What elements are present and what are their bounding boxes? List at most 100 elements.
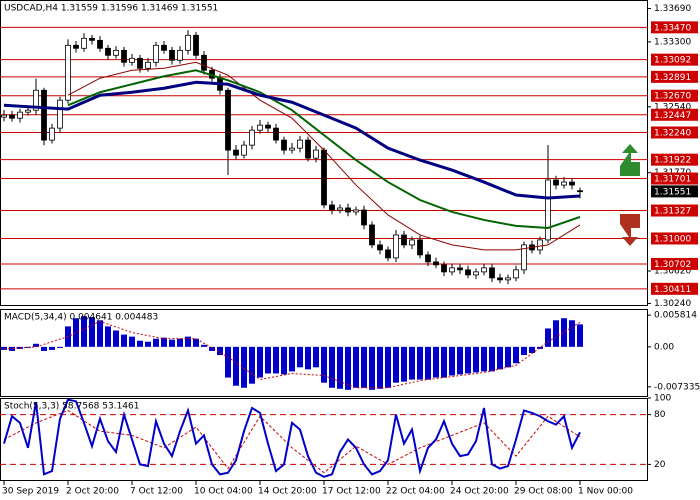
candle-body bbox=[257, 124, 263, 131]
candle-body bbox=[337, 207, 343, 211]
candle-body bbox=[433, 261, 439, 266]
candle-body bbox=[17, 111, 23, 119]
level-label: 1.32240 bbox=[654, 128, 691, 138]
candle-body bbox=[49, 127, 55, 141]
stoch-main bbox=[3, 398, 581, 478]
macd-bar bbox=[153, 338, 159, 347]
candle-body bbox=[561, 181, 567, 186]
macd-bar bbox=[185, 336, 191, 347]
candle-body bbox=[249, 129, 255, 146]
candle-body bbox=[513, 269, 519, 279]
candle-body bbox=[369, 224, 375, 246]
macd-bar bbox=[1, 346, 7, 350]
macd-bar bbox=[545, 328, 551, 347]
level-label-box bbox=[651, 153, 698, 166]
price-label: 1.31551 bbox=[654, 187, 691, 197]
panel-title: USDCAD,H4 1.31559 1.31596 1.31469 1.3155… bbox=[4, 4, 218, 14]
candle-body bbox=[329, 204, 335, 211]
macd-bar bbox=[233, 346, 239, 386]
level-label-box bbox=[651, 126, 698, 139]
moving-average bbox=[3, 80, 581, 200]
candle-body bbox=[409, 239, 415, 246]
macd-bar bbox=[329, 346, 335, 388]
x-tick-label: 7 Oct 12:00 bbox=[130, 487, 183, 497]
candle-body bbox=[441, 264, 447, 273]
candle-body bbox=[129, 57, 135, 63]
stoch-signal bbox=[3, 409, 581, 474]
candle-body bbox=[177, 49, 183, 61]
down-arrow bbox=[620, 214, 640, 246]
macd-bar bbox=[177, 338, 183, 347]
macd-bar bbox=[425, 346, 431, 380]
macd-bar bbox=[161, 337, 167, 347]
macd-bar bbox=[497, 346, 503, 370]
candle-body bbox=[193, 34, 199, 56]
macd-bar bbox=[521, 346, 527, 356]
macd-bar bbox=[289, 346, 295, 372]
macd-bar bbox=[401, 346, 407, 382]
macd-bar bbox=[97, 320, 103, 347]
candle-body bbox=[169, 49, 175, 61]
candle-body bbox=[145, 61, 151, 69]
macd-bar bbox=[201, 344, 207, 347]
candle-body bbox=[545, 179, 551, 241]
macd-bar bbox=[297, 346, 303, 368]
macd-bar bbox=[121, 334, 127, 347]
up-arrow bbox=[620, 144, 640, 176]
macd-bar bbox=[433, 346, 439, 378]
candle-body bbox=[113, 49, 119, 56]
macd-bar bbox=[361, 346, 367, 388]
candle-body bbox=[345, 207, 351, 213]
x-tick-label: 1 Nov 00:00 bbox=[578, 487, 633, 497]
level-label-box bbox=[651, 108, 698, 121]
candle-body bbox=[25, 109, 31, 113]
macd-bar bbox=[281, 346, 287, 375]
macd-bar bbox=[49, 346, 55, 350]
x-tick-label: 2 Oct 20:00 bbox=[66, 487, 119, 497]
macd-bar bbox=[465, 346, 471, 374]
candle-body bbox=[305, 139, 311, 159]
macd-bar bbox=[241, 346, 247, 388]
candle-body bbox=[9, 114, 15, 119]
macd-bar bbox=[129, 336, 135, 347]
level-label: 1.31701 bbox=[654, 175, 691, 185]
panel-title: Stoch(5,3,3) 58.7568 53.1461 bbox=[4, 402, 139, 412]
candle-body bbox=[289, 147, 295, 151]
candle-body bbox=[137, 57, 143, 69]
level-label-box bbox=[651, 232, 698, 245]
level-label: 1.30702 bbox=[654, 260, 691, 270]
macd-bar bbox=[225, 346, 231, 378]
candle-body bbox=[89, 37, 95, 41]
candle-body bbox=[481, 267, 487, 273]
macd-bar bbox=[313, 346, 319, 368]
moving-average bbox=[67, 61, 581, 251]
level-label-box bbox=[651, 257, 698, 270]
candle-body bbox=[401, 234, 407, 246]
candle-body bbox=[361, 209, 367, 226]
level-label-box bbox=[651, 282, 698, 295]
macd-bar bbox=[377, 346, 383, 389]
macd-bar bbox=[577, 324, 583, 347]
candle-body bbox=[41, 89, 47, 141]
x-tick-label: 14 Oct 20:00 bbox=[258, 487, 317, 497]
candle-body bbox=[273, 127, 279, 141]
candle-body bbox=[505, 277, 511, 281]
macd-bar bbox=[137, 340, 143, 347]
y-tick-label: 0.00 bbox=[654, 342, 674, 352]
candle-body bbox=[185, 34, 191, 51]
level-label: 1.32670 bbox=[654, 92, 691, 102]
panel-frame bbox=[0, 309, 648, 397]
macd-signal bbox=[3, 320, 581, 389]
candle-body bbox=[385, 249, 391, 259]
y-tick-label: 1.30620 bbox=[654, 266, 691, 276]
macd-bar bbox=[473, 346, 479, 373]
price-label-box bbox=[651, 185, 698, 198]
candle-body bbox=[97, 39, 103, 49]
macd-bar bbox=[217, 346, 223, 356]
candle-body bbox=[33, 89, 39, 111]
macd-bar bbox=[457, 346, 463, 375]
macd-bar bbox=[89, 317, 95, 347]
macd-bar bbox=[209, 346, 215, 351]
